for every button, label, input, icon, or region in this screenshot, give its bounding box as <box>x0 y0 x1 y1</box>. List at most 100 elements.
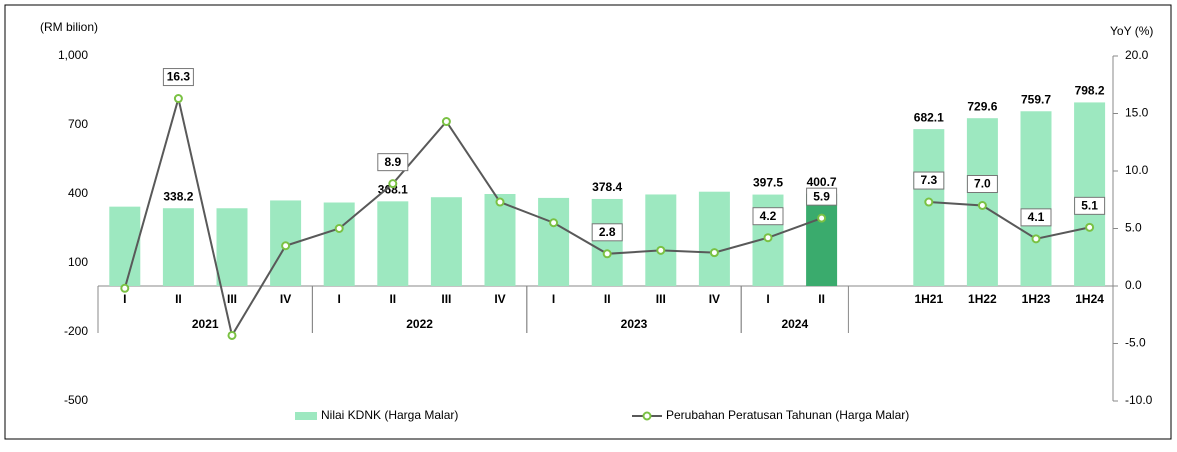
label-box <box>377 153 409 172</box>
bar <box>216 208 248 286</box>
y-tick-label: 700 <box>68 117 88 131</box>
line-value-label: 7.3 <box>920 173 937 187</box>
y2-tick-label: -10.0 <box>1125 393 1153 407</box>
legend-marker <box>642 411 652 421</box>
bar-value-label: 400.7 <box>807 175 837 189</box>
y2-tick-label: 20.0 <box>1125 48 1149 62</box>
x-tick-label: 1H24 <box>1075 292 1104 306</box>
legend-label: Nilai KDNK (Harga Malar) <box>321 408 458 422</box>
bar <box>484 194 516 286</box>
bar <box>323 202 355 286</box>
line-marker <box>1031 234 1041 244</box>
line-marker <box>977 201 987 210</box>
bar <box>591 198 623 286</box>
line-marker <box>388 179 398 189</box>
x-tick-label: IV <box>280 292 291 306</box>
bar <box>538 197 570 286</box>
x-tick-label: III <box>227 292 237 306</box>
bar-value-label: 798.2 <box>1075 84 1105 98</box>
x-tick-label: I <box>338 292 341 306</box>
bar-value-label: 338.2 <box>163 189 193 203</box>
y-tick-label: 100 <box>68 255 88 269</box>
line-value-label: 16.3 <box>167 70 191 84</box>
line-marker <box>173 94 183 104</box>
line-value-label: 5.1 <box>1081 199 1098 213</box>
line-value-label: 4.2 <box>760 209 777 223</box>
bar-value-label: 378.4 <box>592 180 622 194</box>
x-tick-label: II <box>818 292 825 306</box>
bar <box>1020 111 1052 286</box>
x-tick-label: I <box>766 292 769 306</box>
bar <box>109 206 141 286</box>
group-label: 2023 <box>621 317 648 331</box>
line-value-label: 5.9 <box>813 189 830 203</box>
x-tick-label: II <box>175 292 182 306</box>
bar <box>698 191 730 286</box>
line-marker <box>656 245 666 255</box>
label-box <box>913 171 945 190</box>
line-marker <box>1085 222 1095 232</box>
x-tick-label: I <box>123 292 126 306</box>
line-marker <box>120 283 130 293</box>
x-tick-label: 1H22 <box>968 292 997 306</box>
legend-label: Perubahan Peratusan Tahunan (Harga Malar… <box>666 408 909 422</box>
bar <box>377 201 409 286</box>
group-label: 2022 <box>406 317 433 331</box>
y2-tick-label: 15.0 <box>1125 106 1149 120</box>
x-tick-label: II <box>604 292 611 306</box>
line-marker <box>602 249 612 259</box>
line-marker <box>281 241 291 251</box>
y-axis-label: (RM bilion) <box>40 20 98 34</box>
y-tick-label: -200 <box>64 324 88 338</box>
line-marker <box>763 233 773 243</box>
label-box <box>591 223 623 242</box>
x-tick-label: II <box>389 292 396 306</box>
group-label: 2024 <box>781 317 808 331</box>
line-marker <box>441 117 451 127</box>
bar-value-label: 729.6 <box>967 99 997 113</box>
y2-tick-label: 0.0 <box>1125 278 1142 292</box>
line-value-label: 4.1 <box>1028 210 1045 224</box>
x-tick-label: 1H23 <box>1022 292 1051 306</box>
line <box>928 201 1090 240</box>
bar-value-label: 397.5 <box>753 176 783 190</box>
line-marker <box>334 224 344 233</box>
line-value-label: 8.9 <box>384 155 401 169</box>
bar <box>162 208 194 286</box>
x-tick-label: I <box>552 292 555 306</box>
y2-axis-label: YoY (%) <box>1110 24 1153 38</box>
y-tick-label: 1,000 <box>58 48 88 62</box>
bar-value-label: 368.1 <box>378 183 408 197</box>
line-marker <box>817 213 827 223</box>
y-tick-label: -500 <box>64 393 88 407</box>
x-tick-label: 1H21 <box>914 292 943 306</box>
label-box <box>1074 196 1106 215</box>
legend-swatch <box>295 412 317 420</box>
line-marker <box>924 197 934 207</box>
line <box>123 98 822 339</box>
y2-tick-label: 5.0 <box>1125 221 1142 235</box>
bar <box>913 129 945 286</box>
label-box <box>806 187 838 206</box>
x-tick-label: IV <box>709 292 720 306</box>
group-label: 2021 <box>192 317 219 331</box>
x-tick-label: III <box>441 292 451 306</box>
line-marker <box>709 248 719 258</box>
label-box <box>752 207 784 226</box>
label-box <box>966 175 998 193</box>
bar <box>430 197 462 286</box>
line-marker <box>549 218 559 228</box>
bar <box>806 193 838 286</box>
line-value-label: 7.0 <box>974 177 991 191</box>
x-tick-label: IV <box>494 292 505 306</box>
label-box <box>1020 208 1052 227</box>
bar-value-label: 682.1 <box>914 110 944 124</box>
line-marker <box>227 330 237 340</box>
bar-value-label: 759.7 <box>1021 92 1051 106</box>
line-marker <box>495 197 505 207</box>
y2-tick-label: 10.0 <box>1125 163 1149 177</box>
bar <box>1074 102 1106 286</box>
bar <box>645 194 677 286</box>
y2-tick-label: -5.0 <box>1125 336 1146 350</box>
